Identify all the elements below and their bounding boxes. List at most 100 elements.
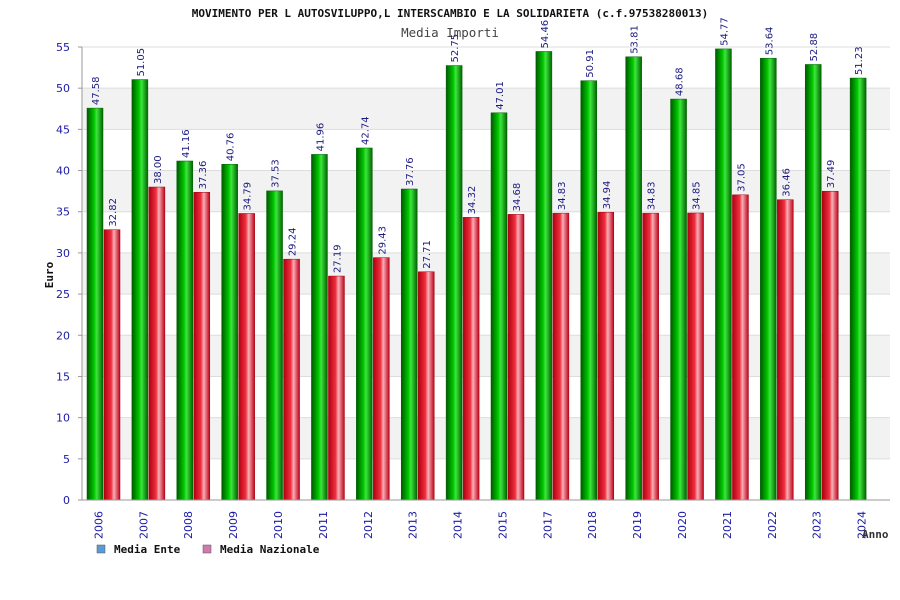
- y-tick-label: 25: [56, 288, 70, 301]
- data-label: 27.71: [422, 240, 433, 269]
- y-tick-label: 20: [56, 329, 70, 342]
- x-tick-label: 2017: [541, 511, 554, 539]
- y-axis-label: Euro: [43, 261, 56, 288]
- data-label: 34.94: [602, 181, 613, 210]
- data-label: 54.77: [719, 17, 730, 46]
- data-label: 34.83: [647, 181, 658, 210]
- data-label: 37.36: [198, 161, 209, 190]
- bar-media-nazionale: [821, 190, 839, 501]
- x-tick-label: 2024: [856, 511, 869, 539]
- data-label: 51.23: [854, 46, 865, 75]
- bar-media-nazionale: [193, 192, 211, 501]
- bar-media-nazionale: [687, 212, 704, 501]
- y-tick-label: 15: [56, 370, 70, 383]
- y-tick-label: 55: [56, 41, 70, 54]
- bar-media-nazionale: [148, 186, 166, 501]
- x-tick-label: 2015: [496, 511, 509, 539]
- x-tick-label: 2021: [721, 511, 734, 539]
- x-tick-label: 2007: [137, 511, 150, 539]
- y-tick-label: 45: [56, 123, 70, 136]
- data-label: 37.53: [271, 159, 282, 188]
- data-label: 27.19: [332, 244, 343, 273]
- x-tick-label: 2008: [182, 511, 195, 539]
- data-label: 52.88: [809, 33, 820, 62]
- y-tick-label: 10: [56, 412, 70, 425]
- grid-band: [82, 335, 890, 377]
- data-label: 29.24: [288, 228, 299, 257]
- data-label: 50.91: [585, 49, 596, 78]
- bar-media-nazionale: [283, 258, 300, 501]
- x-axis-label: Anno: [862, 528, 889, 541]
- data-labels: 47.58 32.82 51.05 38.00 41.16 37.36 40.76 34.79…: [91, 17, 865, 273]
- bar-media-nazionale: [642, 212, 659, 501]
- bar-media-nazionale: [597, 211, 615, 501]
- data-label: 32.82: [108, 198, 119, 227]
- data-label: 29.43: [377, 226, 388, 255]
- bar-media-ente: [804, 64, 822, 501]
- data-label: 34.83: [557, 181, 568, 210]
- legend-swatch: [96, 544, 106, 554]
- bar-media-ente: [625, 56, 642, 501]
- data-label: 34.32: [467, 186, 478, 215]
- legend: Media Ente Media Nazionale: [96, 543, 320, 556]
- data-label: 36.46: [781, 168, 792, 197]
- bar-media-nazionale: [328, 275, 345, 501]
- y-tick-label: 50: [56, 82, 70, 95]
- bar-media-ente: [266, 190, 283, 501]
- bar-media-ente: [356, 147, 373, 501]
- bar-media-nazionale: [732, 194, 749, 501]
- bar-media-ente: [670, 98, 687, 501]
- bar-media-nazionale: [373, 257, 390, 501]
- data-label: 37.05: [736, 163, 747, 192]
- x-tick-label: 2006: [92, 511, 105, 539]
- data-label: 52.75: [450, 34, 461, 63]
- grid-band: [82, 170, 890, 212]
- x-tick-label: 2019: [631, 511, 644, 539]
- x-tick-label: 2011: [317, 511, 330, 539]
- data-label: 54.46: [540, 20, 551, 49]
- x-tick-label: 2009: [227, 511, 240, 539]
- bar-media-ente: [535, 51, 553, 501]
- legend-swatch: [202, 544, 212, 554]
- data-label: 34.79: [243, 182, 254, 211]
- x-tick-label: 2014: [452, 511, 465, 539]
- bar-media-nazionale: [507, 214, 525, 501]
- bar-media-ente: [86, 107, 104, 501]
- y-tick-label: 0: [63, 494, 70, 507]
- data-label: 40.76: [226, 133, 237, 162]
- grid-band: [82, 88, 890, 130]
- bar-media-nazionale: [103, 229, 121, 501]
- data-label: 47.01: [495, 81, 506, 110]
- data-label: 37.76: [405, 157, 416, 186]
- data-label: 41.96: [315, 123, 326, 152]
- legend-label: Media Ente: [114, 543, 181, 556]
- data-label: 47.58: [91, 76, 102, 105]
- x-tick-label: 2018: [586, 511, 599, 539]
- grid-band: [82, 417, 890, 459]
- y-tick-label: 5: [63, 453, 70, 466]
- bar-media-nazionale: [462, 217, 480, 501]
- x-tick-label: 2022: [766, 511, 779, 539]
- data-label: 41.16: [181, 129, 192, 158]
- y-tick-label: 35: [56, 206, 70, 219]
- bar-media-nazionale: [552, 212, 570, 501]
- data-label: 37.49: [826, 160, 837, 189]
- x-axis-ticks: 2006 2007 2008 2009 2010 2011 2012 2013 2014 2015…: [92, 511, 868, 539]
- data-label: 48.68: [675, 67, 686, 96]
- data-label: 34.68: [512, 183, 523, 212]
- bar-media-nazionale: [238, 213, 255, 501]
- plot-background: [82, 88, 890, 459]
- bar-media-ente: [715, 48, 732, 501]
- legend-label: Media Nazionale: [220, 543, 320, 556]
- bars: [86, 48, 867, 501]
- bar-media-ente: [849, 77, 867, 501]
- data-label: 51.05: [136, 48, 147, 77]
- bar-media-ente: [400, 188, 418, 501]
- chart-title: MOVIMENTO PER L AUTOSVILUPPO,L INTERSCAM…: [192, 7, 709, 20]
- y-tick-label: 30: [56, 247, 70, 260]
- bar-media-ente: [131, 79, 149, 501]
- bar-media-ente: [580, 80, 598, 501]
- x-tick-label: 2013: [407, 511, 420, 539]
- bar-media-ente: [176, 160, 194, 501]
